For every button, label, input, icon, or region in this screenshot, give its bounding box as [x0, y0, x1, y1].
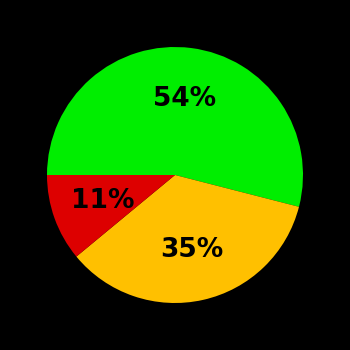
- Text: 11%: 11%: [71, 188, 134, 214]
- Text: 54%: 54%: [153, 86, 216, 112]
- Wedge shape: [76, 175, 299, 303]
- Text: 35%: 35%: [160, 237, 223, 263]
- Wedge shape: [47, 47, 303, 207]
- Wedge shape: [47, 175, 175, 257]
